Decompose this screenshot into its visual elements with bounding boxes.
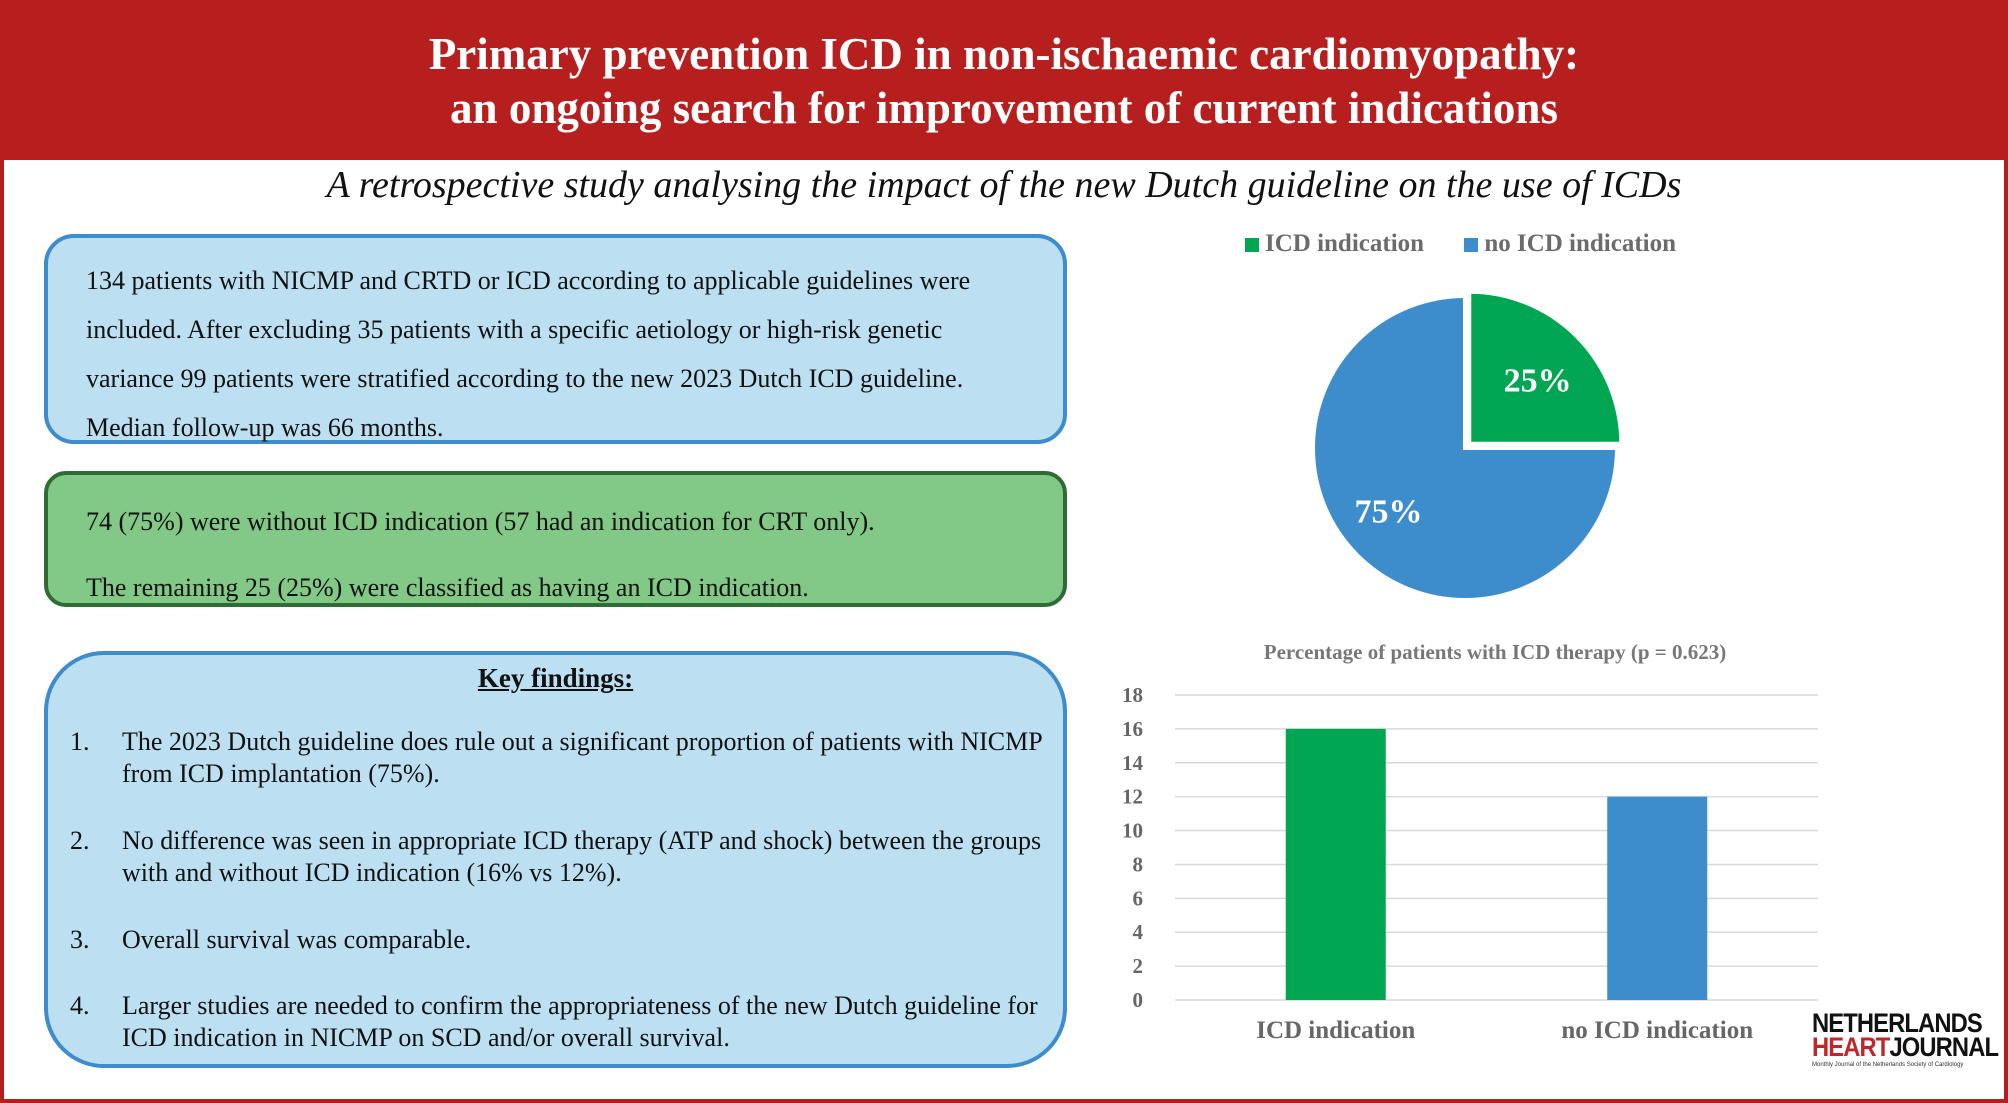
legend-swatch	[1464, 238, 1479, 253]
x-tick-label: ICD indication	[1256, 1017, 1415, 1044]
legend-item-no-icd: no ICD indication	[1464, 230, 1676, 257]
legend-label: ICD indication	[1265, 230, 1425, 257]
finding-number: 2.	[70, 826, 90, 855]
title-line-1: Primary prevention ICD in non-ischaemic …	[428, 29, 1580, 79]
logo-tagline: Monthly Journal of the Netherlands Socie…	[1812, 1062, 1964, 1068]
results-line-2: The remaining 25 (25%) were classified a…	[86, 573, 809, 602]
finding-item: 3. Overall survival was comparable.	[70, 924, 1050, 956]
finding-text: No difference was seen in appropriate IC…	[122, 826, 1042, 887]
key-findings-title: Key findings:	[477, 663, 634, 693]
y-tick-label: 14	[1122, 751, 1144, 775]
legend-label: no ICD indication	[1484, 230, 1677, 257]
subtitle: A retrospective study analysing the impa…	[326, 164, 1682, 206]
logo-line-2: HEARTJOURNAL	[1812, 1032, 1999, 1063]
pie-chart: 25% 75%	[1311, 289, 1624, 602]
bar-chart-title: Percentage of patients with ICD therapy …	[1263, 640, 1727, 664]
y-tick-label: 4	[1133, 920, 1144, 944]
finding-number: 4.	[70, 991, 90, 1020]
finding-number: 3.	[70, 925, 90, 954]
finding-item: 2. No difference was seen in appropriate…	[70, 825, 1050, 889]
study-summary-text: 134 patients with NICMP and CRTD or ICD …	[86, 266, 971, 442]
finding-text: Larger studies are needed to confirm the…	[122, 991, 1038, 1052]
y-tick-label: 8	[1133, 852, 1144, 876]
netherlands-heart-journal-logo: NETHERLANDS HEARTJOURNAL Monthly Journal…	[1812, 1008, 2002, 1070]
pie-slice	[1311, 293, 1620, 602]
legend-swatch	[1245, 238, 1259, 253]
logo-journal: JOURNAL	[1889, 1032, 1999, 1062]
y-tick-label: 12	[1122, 785, 1143, 809]
y-tick-label: 2	[1133, 954, 1144, 978]
key-findings-box: Key findings: 1. The 2023 Dutch guidelin…	[44, 651, 1067, 1068]
logo-line-1: NETHERLANDS	[1812, 1008, 1983, 1038]
pie-legend: ICD indication no ICD indication	[1245, 230, 1710, 258]
x-tick-label: no ICD indication	[1561, 1017, 1753, 1044]
pie-slice	[1467, 289, 1624, 446]
bar	[1607, 796, 1708, 1000]
results-line-1: 74 (75%) were without ICD indication (57…	[86, 507, 875, 536]
y-tick-label: 18	[1122, 683, 1143, 707]
logo-heart: HEART	[1812, 1032, 1890, 1062]
finding-number: 1.	[70, 727, 90, 756]
finding-text: Overall survival was comparable.	[122, 925, 472, 954]
pie-data-label: 25%	[1504, 362, 1572, 399]
title-line-2: an ongoing search for improvement of cur…	[450, 83, 1558, 133]
y-tick-label: 6	[1133, 886, 1144, 910]
y-tick-label: 10	[1122, 819, 1143, 843]
finding-item: 4. Larger studies are needed to confirm …	[70, 990, 1050, 1054]
y-tick-label: 16	[1122, 717, 1143, 741]
pie-data-label: 75%	[1355, 493, 1423, 530]
y-tick-label: 0	[1133, 988, 1144, 1012]
legend-item-icd: ICD indication	[1245, 230, 1430, 257]
finding-text: The 2023 Dutch guideline does rule out a…	[122, 727, 1042, 788]
study-summary-box: 134 patients with NICMP and CRTD or ICD …	[44, 234, 1067, 444]
header-banner: Primary prevention ICD in non-ischaemic …	[0, 0, 2008, 160]
results-box: 74 (75%) were without ICD indication (57…	[44, 471, 1067, 607]
bar	[1285, 728, 1386, 1000]
bar-chart: 0 2 4 6 8 10 12 14 16 18 ICD indication no ICD indi…	[1122, 683, 1818, 1044]
finding-item: 1. The 2023 Dutch guideline does rule ou…	[70, 726, 1050, 790]
